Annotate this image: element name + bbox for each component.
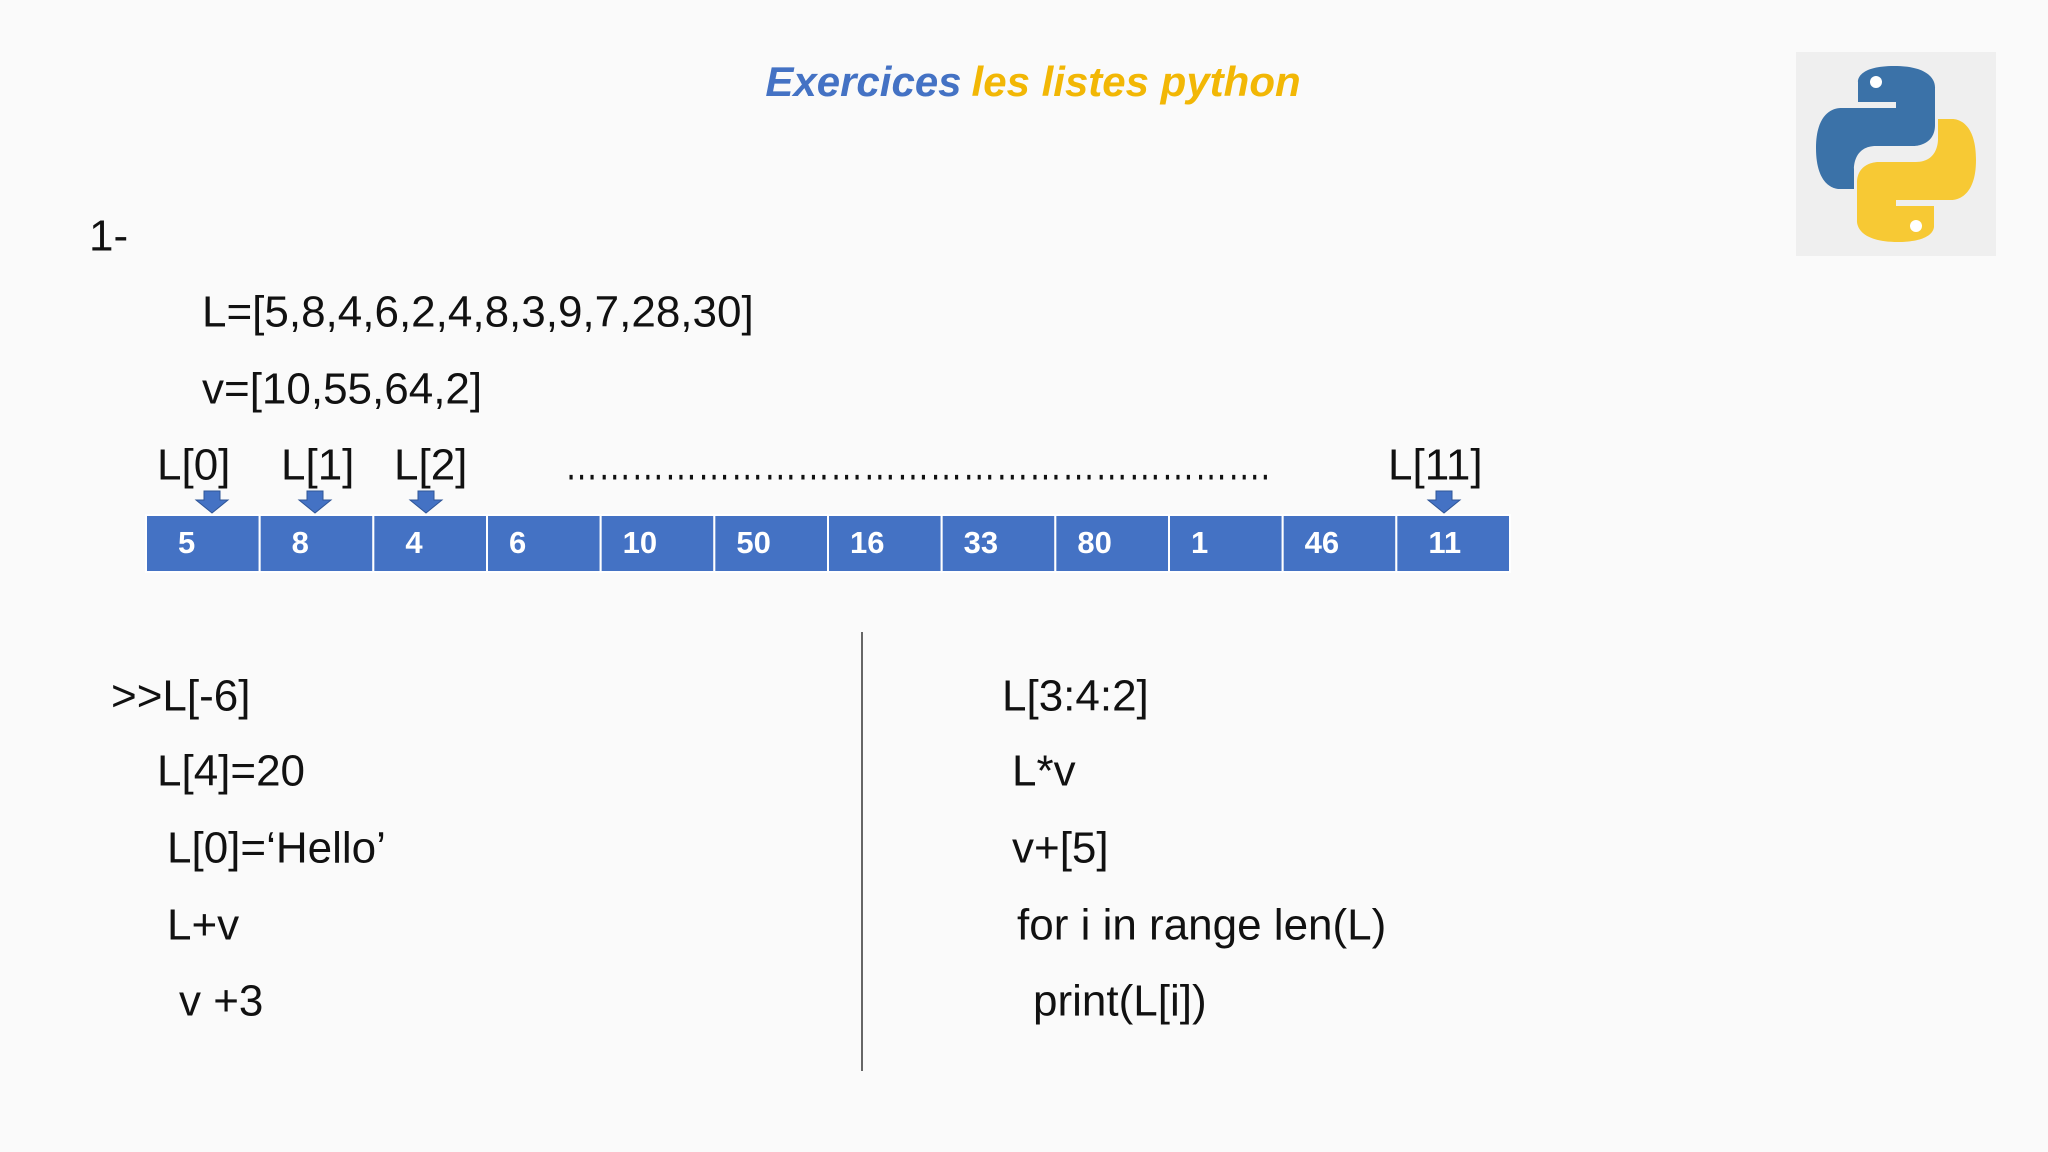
- index-arrow: [408, 490, 444, 514]
- question: L[3:4:2]: [1002, 672, 1149, 721]
- list-cell: [258, 514, 375, 573]
- cell-value: 80: [1077, 525, 1111, 560]
- list-cell: [1395, 514, 1512, 573]
- index-label: L[11]: [1388, 441, 1483, 490]
- definition: v=[10,55,64,2]: [202, 365, 482, 414]
- list-cell: [1168, 514, 1284, 573]
- list-cell: [145, 514, 261, 573]
- question: L[0]=‘Hello’: [167, 824, 386, 873]
- index-label: L[1]: [281, 441, 354, 490]
- list-cell: [827, 514, 943, 573]
- cell-value: 11: [1428, 525, 1461, 560]
- title-part: Exercices: [765, 58, 961, 105]
- question: v+[5]: [1012, 824, 1109, 873]
- index-label: L[0]: [157, 441, 230, 490]
- cell-value: 1: [1191, 525, 1208, 560]
- cell-value: 33: [964, 525, 998, 560]
- definition: L=[5,8,4,6,2,4,8,3,9,7,28,30]: [202, 288, 754, 337]
- cell-value: 5: [178, 525, 195, 560]
- list-cell: [599, 514, 716, 573]
- list-cell: [486, 514, 602, 573]
- index-arrow: [1426, 490, 1462, 514]
- list-cell: [940, 514, 1057, 573]
- dots: ……………………………………………………….: [565, 441, 1270, 490]
- question: L[4]=20: [157, 747, 305, 796]
- question: print(L[i]): [1033, 977, 1207, 1026]
- python-logo: [1796, 52, 1996, 256]
- list-cell: [372, 514, 489, 573]
- cell-value: 8: [292, 525, 309, 560]
- list-cell: [713, 514, 829, 573]
- title: Exercices les listes python: [765, 58, 1300, 105]
- cell-value: 50: [736, 525, 770, 560]
- list-cell: [1281, 514, 1398, 573]
- cell-value: 4: [405, 525, 423, 560]
- question: for i in range len(L): [1017, 901, 1386, 950]
- question: L+v: [167, 901, 239, 950]
- index-arrow: [297, 490, 333, 514]
- cell-value: 10: [623, 525, 657, 560]
- title-part: les listes python: [972, 58, 1301, 105]
- cell-value: 46: [1305, 525, 1339, 560]
- exercise-number: 1-: [89, 212, 128, 261]
- index-arrow: [194, 490, 230, 514]
- question: >>L[-6]: [111, 672, 250, 721]
- question: L*v: [1012, 747, 1076, 796]
- question: v +3: [179, 977, 263, 1026]
- cell-value: 16: [850, 525, 884, 560]
- cell-value: 6: [509, 525, 526, 560]
- index-label: L[2]: [394, 441, 467, 490]
- list-cell: [1054, 514, 1171, 573]
